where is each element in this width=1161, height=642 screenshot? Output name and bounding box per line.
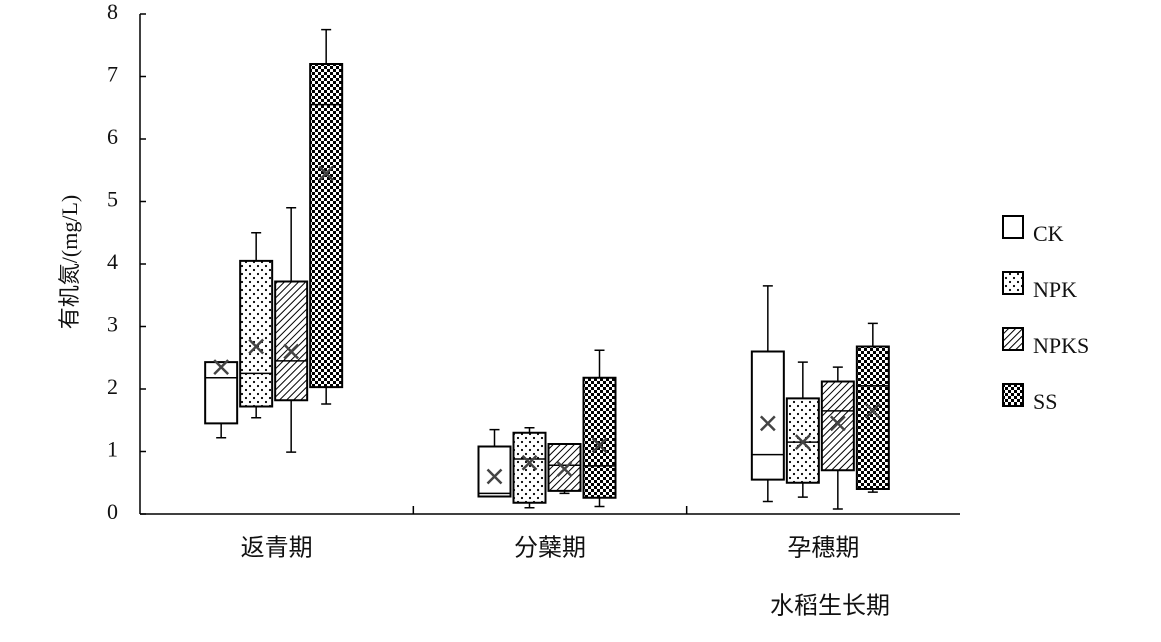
legend-label: NPKS xyxy=(1033,333,1089,358)
box xyxy=(855,345,890,490)
legend-swatch xyxy=(1002,271,1024,295)
y-tick-label: 8 xyxy=(107,0,118,24)
mean-marker xyxy=(318,165,335,182)
box xyxy=(512,431,547,504)
mean-marker xyxy=(283,343,300,360)
legend-swatch xyxy=(1002,383,1024,407)
mean-marker xyxy=(213,359,230,376)
box xyxy=(309,63,344,389)
x-axis-title: 水稻生长期 xyxy=(770,593,890,620)
box xyxy=(582,376,617,499)
y-tick-label: 2 xyxy=(107,374,118,399)
box xyxy=(750,350,785,481)
x-tick-label: 孕穗期 xyxy=(787,535,859,562)
mean-marker xyxy=(591,437,608,454)
mean-marker xyxy=(248,338,265,355)
legend-label: SS xyxy=(1033,389,1057,414)
box xyxy=(477,445,512,498)
legend-label: NPK xyxy=(1033,277,1077,302)
mean-marker xyxy=(829,415,846,432)
y-tick-label: 7 xyxy=(107,62,118,87)
box xyxy=(820,380,855,472)
y-tick-label: 0 xyxy=(107,499,118,524)
legend-label: CK xyxy=(1033,221,1064,246)
mean-marker xyxy=(759,415,776,432)
y-tick-label: 4 xyxy=(107,249,118,274)
y-tick-label: 3 xyxy=(107,312,118,337)
mean-marker xyxy=(486,468,503,485)
y-tick-label: 6 xyxy=(107,124,118,149)
box xyxy=(239,259,274,408)
y-tick-label: 1 xyxy=(107,437,118,462)
y-axis-title: 有机氮/(mg/L) xyxy=(57,195,82,329)
legend-swatch xyxy=(1002,215,1024,239)
legend-swatch xyxy=(1002,327,1024,351)
mean-marker xyxy=(521,454,538,471)
box xyxy=(204,361,239,425)
x-tick-label: 分蘖期 xyxy=(514,535,586,562)
box xyxy=(274,280,309,402)
x-tick-label: 返青期 xyxy=(241,535,313,562)
y-tick-label: 5 xyxy=(107,187,118,212)
mean-marker xyxy=(794,434,811,451)
mean-marker xyxy=(556,461,573,477)
mean-marker xyxy=(864,402,881,419)
